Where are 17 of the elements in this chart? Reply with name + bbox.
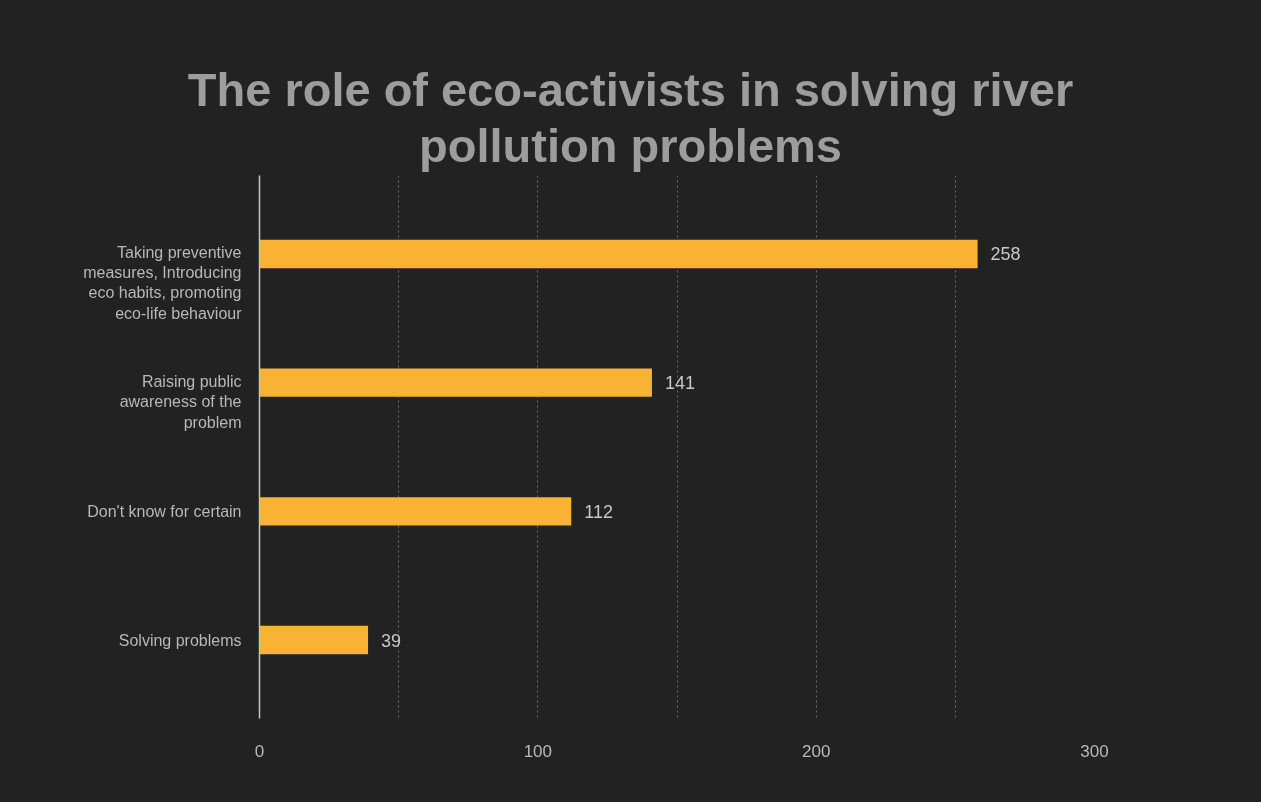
data-label: 141 (664, 373, 695, 394)
data-label: 112 (584, 501, 613, 522)
chart-title: The role of eco-activists in solving river pollution problems (187, 62, 1074, 174)
bar (259, 368, 652, 397)
y-tick-label: Taking preventive measures, Introducing eco habits, promoting eco-life behaviour (83, 243, 243, 322)
y-tick-label: Solving problems (118, 631, 242, 649)
bar (259, 625, 369, 655)
data-label: 39 (381, 630, 402, 651)
y-tick-label: Don't know for certain (87, 502, 242, 520)
y-tick-label: Raising public awareness of the problem (119, 372, 242, 431)
data-label: 258 (990, 244, 1021, 265)
x-tick-label: 300 (1080, 741, 1109, 761)
x-tick-label: 0 (254, 741, 265, 761)
bar (259, 497, 572, 526)
x-tick-label: 100 (523, 741, 553, 761)
x-tick-label: 200 (801, 741, 831, 761)
bar (259, 239, 978, 269)
